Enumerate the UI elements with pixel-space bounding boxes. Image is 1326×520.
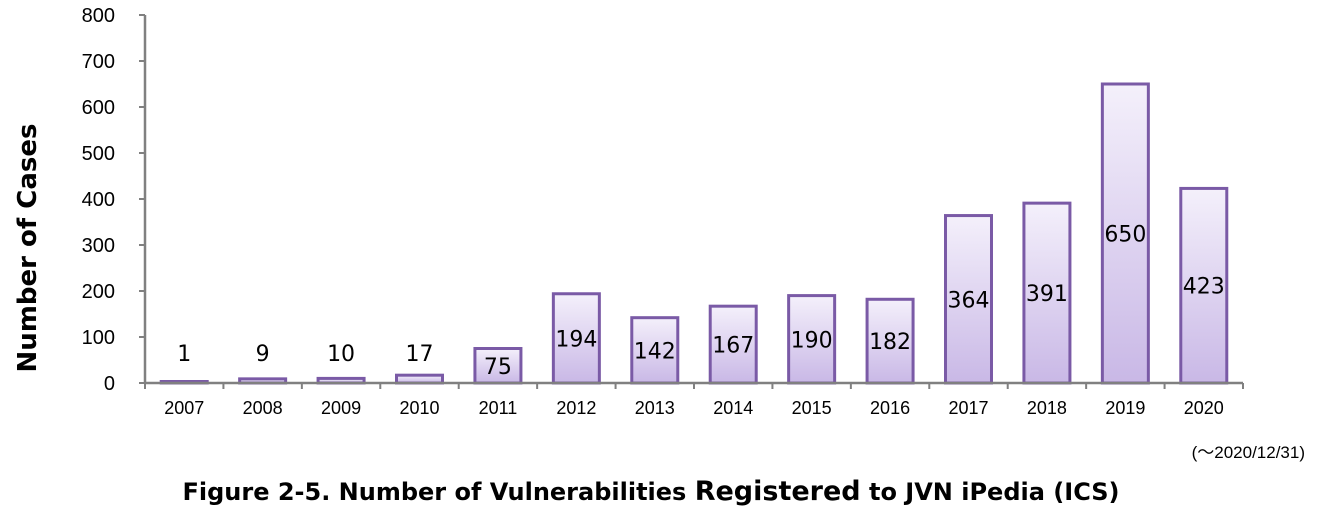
y-tick-label: 500	[82, 143, 115, 165]
y-tick-label: 300	[82, 235, 115, 257]
data-label-2020: 423	[1183, 275, 1225, 300]
data-label-2010: 17	[406, 342, 434, 367]
y-axis-label: Number of Cases	[13, 124, 43, 373]
data-label-2014: 167	[712, 334, 754, 359]
x-tick-label: 2014	[713, 398, 753, 418]
x-tick-label: 2009	[321, 398, 361, 418]
bar-2014	[708, 304, 758, 385]
y-tick-label: 100	[82, 327, 115, 349]
caption-part-2: Registered	[695, 476, 861, 507]
data-label-2018: 391	[1026, 282, 1068, 307]
y-tick-label: 700	[82, 51, 115, 73]
bar-2020	[1179, 186, 1229, 385]
x-axis-ticks: 2007 2008 2009 2010 2011 2012 2013 2014 2015 2016…	[144, 383, 1244, 418]
x-tick-label: 2017	[948, 398, 988, 418]
caption-part-3: to JVN iPedia (ICS)	[861, 478, 1120, 506]
x-tick-label: 2013	[635, 398, 675, 418]
x-tick-label: 2012	[556, 398, 596, 418]
y-tick-label: 400	[82, 189, 115, 211]
x-tick-label: 2007	[164, 398, 204, 418]
data-label-2007: 1	[177, 342, 191, 367]
data-label-2019: 650	[1104, 223, 1146, 248]
y-tick-label: 200	[82, 281, 115, 303]
bar-2018	[1022, 201, 1072, 385]
axes	[143, 15, 1243, 385]
data-label-2008: 9	[256, 342, 270, 367]
x-tick-label: 2020	[1184, 398, 1224, 418]
data-label-2012: 194	[555, 327, 597, 352]
data-label-2013: 142	[634, 339, 676, 364]
y-tick-label: 600	[82, 97, 115, 119]
bar-2013	[630, 316, 680, 385]
x-tick-label: 2010	[399, 398, 439, 418]
x-tick-label: 2008	[243, 398, 283, 418]
bar-2019	[1100, 82, 1150, 385]
data-label-2015: 190	[791, 328, 833, 353]
data-label-2009: 10	[327, 342, 355, 367]
x-tick-label: 2011	[479, 398, 518, 418]
bar-2016	[865, 297, 915, 385]
data-label-2016: 182	[869, 330, 911, 355]
x-tick-label: 2018	[1027, 398, 1067, 418]
x-tick-label: 2015	[792, 398, 832, 418]
caption-part-1: Figure 2-5. Number of Vulnerabilities	[182, 478, 694, 506]
x-tick-label: 2019	[1105, 398, 1145, 418]
figure-caption: Figure 2-5. Number of Vulnerabilities Re…	[182, 476, 1119, 507]
bars: 1 9 10 17 75 194 142 167 190 182 364 391 650 423	[159, 82, 1229, 385]
y-tick-label: 0	[104, 373, 115, 395]
y-axis-ticks: 0 100 200 300 400 500 600 700 800	[82, 5, 145, 395]
bar-2011	[473, 347, 523, 385]
date-range-note: (～2020/12/31)	[1192, 443, 1305, 462]
x-tick-label: 2016	[870, 398, 910, 418]
data-label-2017: 364	[948, 288, 990, 313]
y-tick-label: 800	[82, 5, 115, 27]
data-label-2011: 75	[484, 355, 512, 380]
